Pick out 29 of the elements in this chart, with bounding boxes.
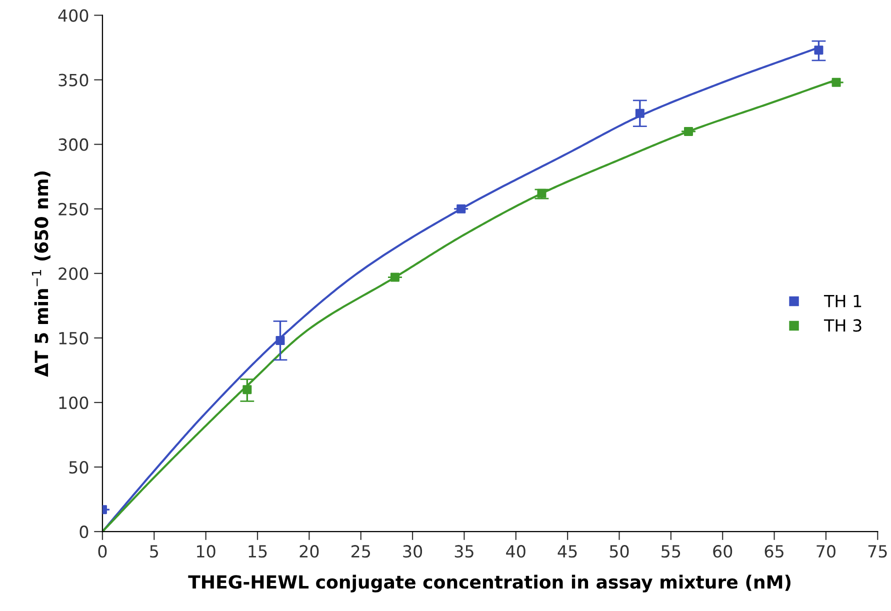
x-axis-title: THEG-HEWL conjugate concentration in assay mixture (nM) xyxy=(188,574,790,592)
x-tick-label: 35 xyxy=(454,545,474,558)
legend-label: TH 1 xyxy=(824,294,862,308)
y-axis-title: ΔT 5 min$^{−1}$ (650 nm) xyxy=(32,172,50,377)
y-tick-label: 200 xyxy=(58,267,88,280)
x-tick-label: 20 xyxy=(300,545,319,558)
y-tick-label: 100 xyxy=(59,396,88,410)
y-tick-label: 400 xyxy=(58,9,88,22)
legend-label: TH 3 xyxy=(824,319,862,332)
x-tick-label: 60 xyxy=(713,545,732,558)
x-tick-label: 25 xyxy=(351,545,370,558)
x-tick-label: 45 xyxy=(558,545,577,558)
x-tick-label: 0 xyxy=(98,545,107,558)
x-tick-label: 15 xyxy=(248,545,267,558)
x-tick-label: 75 xyxy=(868,545,887,558)
x-tick-label: 50 xyxy=(610,545,629,558)
y-tick-label: 300 xyxy=(58,138,88,151)
x-tick-label: 40 xyxy=(506,545,526,558)
x-tick-label: 70 xyxy=(816,545,836,558)
y-tick-label: 350 xyxy=(58,74,88,86)
y-tick-label: 250 xyxy=(58,202,88,216)
x-tick-label: 30 xyxy=(403,545,422,558)
y-tick-label: 150 xyxy=(59,332,88,345)
y-tick-label: 50 xyxy=(69,460,88,474)
y-tick-label: 0 xyxy=(80,526,88,538)
x-tick-label: 55 xyxy=(662,545,680,558)
x-tick-label: 65 xyxy=(764,545,784,558)
x-tick-label: 5 xyxy=(150,545,158,558)
x-tick-label: 10 xyxy=(197,545,216,558)
